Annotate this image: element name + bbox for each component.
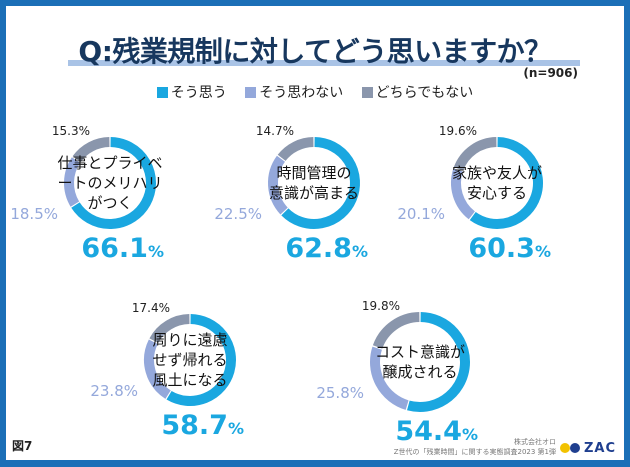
donut-segment-disagree (64, 157, 81, 207)
value-label-neutral: 17.4% (132, 301, 170, 315)
legend-item: そう思う (156, 85, 227, 101)
zac-logo: ZAC (559, 441, 616, 456)
donut-center-label: ートのメリハリ (57, 174, 162, 192)
donut-center-label: 時間管理の (276, 164, 351, 182)
donut-center-label: コスト意識が (375, 343, 465, 361)
donut-segment-disagree (451, 168, 476, 220)
value-label-agree: 62.8% (285, 233, 368, 264)
legend: そう思う そう思わない どちらでもない (0, 82, 630, 102)
donut-segment-neutral (72, 137, 110, 163)
value-label-neutral: 14.7% (256, 124, 294, 138)
donut-segment-agree (71, 137, 156, 229)
donut-center-label: せず帰れる (152, 351, 227, 369)
value-label-disagree: 22.5% (214, 205, 262, 223)
logo-dot (569, 443, 580, 453)
value-label-disagree: 18.5% (10, 205, 58, 223)
legend-label: そう思う (170, 85, 227, 101)
donut-segment-disagree (370, 346, 409, 410)
donut-segment-disagree (268, 155, 288, 215)
donut-center-label: 仕事とプライベ (57, 154, 162, 172)
legend-item: そう思わない (245, 85, 343, 101)
legend-swatch (361, 87, 373, 98)
logo-dot (559, 443, 570, 453)
donut-center-label: 醸成される (382, 363, 457, 381)
donut-center-label: がつく (87, 194, 132, 212)
donut-segment-disagree (144, 339, 171, 399)
title-underline (68, 60, 580, 66)
legend-label: そう思わない (259, 85, 344, 101)
donut-segment-agree (166, 314, 236, 406)
legend-item: どちらでもない (361, 85, 474, 101)
value-label-agree: 60.3% (468, 233, 551, 264)
donut-segment-agree (407, 312, 470, 412)
value-label-disagree: 23.8% (90, 382, 138, 400)
donut-center-label: 意識が高まる (269, 184, 359, 202)
donut-segment-agree (469, 137, 543, 229)
value-label-neutral: 15.3% (52, 124, 90, 138)
donut-center-label: 安心する (467, 184, 527, 202)
company-name: 株式会社オロ (514, 438, 556, 446)
value-label-neutral: 19.6% (439, 124, 477, 138)
sample-size: (n=906) (523, 66, 578, 80)
donut-segment-agree (281, 137, 360, 229)
donut-segment-neutral (277, 137, 314, 162)
figure-number: 図7 (12, 439, 33, 453)
donut-segment-neutral (372, 312, 420, 349)
survey-name: Z世代の「残業時間」に関する実態調査2023 第1弾 (393, 448, 556, 456)
value-label-agree: 58.7% (161, 410, 244, 441)
value-label-agree: 66.1% (81, 233, 164, 264)
legend-label: どちらでもない (375, 85, 474, 101)
value-label-disagree: 25.8% (316, 384, 364, 402)
source-note: 株式会社オロ Z世代の「残業時間」に関する実態調査2023 第1弾 (394, 437, 556, 457)
donut-center-label: 風土になる (152, 371, 227, 389)
logo-text: ZAC (583, 441, 616, 456)
donut-center-label: 家族や友人が (452, 164, 542, 182)
donut-segment-neutral (149, 314, 190, 344)
legend-swatch (156, 87, 168, 98)
donut-center-label: 周りに遠慮 (152, 331, 227, 349)
legend-swatch (245, 87, 257, 98)
value-label-disagree: 20.1% (397, 205, 445, 223)
page-title: Q:残業規制に対してどう思いますか？ (78, 35, 552, 68)
value-label-neutral: 19.8% (362, 299, 400, 313)
donut-segment-neutral (453, 137, 497, 171)
